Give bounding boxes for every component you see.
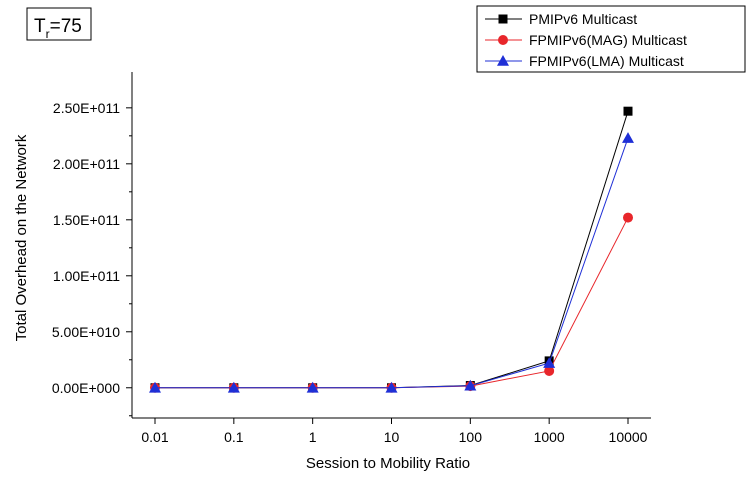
y-tick-label: 2.00E+011 bbox=[53, 156, 120, 172]
legend-label: FPMIPv6(MAG) Multicast bbox=[529, 32, 687, 48]
annotation-sub: r bbox=[46, 27, 50, 41]
y-tick-label: 1.00E+011 bbox=[53, 268, 120, 284]
x-tick-label: 100 bbox=[459, 429, 483, 445]
svg-text:Tr=75: Tr=75 bbox=[34, 16, 82, 41]
x-tick-label: 1000 bbox=[534, 429, 565, 445]
legend-label: FPMIPv6(LMA) Multicast bbox=[529, 53, 684, 69]
data-point bbox=[623, 106, 633, 116]
annotation-box: Tr=75 bbox=[26, 7, 92, 41]
legend-item: FPMIPv6(MAG) Multicast bbox=[485, 32, 687, 48]
y-axis-title: Total Overhead on the Network bbox=[13, 134, 30, 341]
series-layer bbox=[149, 106, 634, 393]
legend-label: PMIPv6 Multicast bbox=[529, 11, 637, 27]
legend: PMIPv6 Multicast FPMIPv6(MAG) Multicast FP… bbox=[476, 5, 746, 73]
y-tick-label: 1.50E+011 bbox=[53, 212, 120, 228]
data-point bbox=[543, 357, 556, 368]
legend-item: PMIPv6 Multicast bbox=[485, 11, 637, 27]
series-3 bbox=[149, 132, 634, 393]
x-tick-label: 10000 bbox=[609, 429, 648, 445]
x-axis-ticks: 0.01 0.1 1 10 100 1000 10000 bbox=[141, 418, 648, 445]
annotation-main: T bbox=[34, 16, 46, 37]
x-tick-label: 10 bbox=[384, 429, 400, 445]
series-line bbox=[155, 217, 629, 389]
y-tick-label: 0.00E+000 bbox=[52, 380, 120, 396]
data-point bbox=[385, 381, 398, 393]
y-tick-label: 2.50E+011 bbox=[53, 100, 120, 116]
data-point bbox=[227, 381, 240, 393]
legend-item: FPMIPv6(LMA) Multicast bbox=[485, 53, 684, 69]
data-point bbox=[306, 381, 319, 393]
series-2 bbox=[150, 212, 633, 393]
annotation-rest: =75 bbox=[50, 16, 82, 37]
series-line bbox=[155, 111, 629, 389]
plot-area bbox=[131, 72, 651, 419]
x-axis-title: Session to Mobility Ratio bbox=[306, 455, 470, 472]
x-tick-label: 0.1 bbox=[224, 429, 244, 445]
legend-marker bbox=[498, 14, 508, 24]
data-point bbox=[622, 132, 634, 143]
y-axis-ticks: 0.00E+000 5.00E+010 1.00E+011 1.50E+011 2.00… bbox=[52, 100, 132, 417]
data-point bbox=[544, 365, 555, 376]
series-line bbox=[155, 137, 629, 389]
legend-marker bbox=[498, 35, 508, 45]
legend-marker bbox=[497, 55, 509, 66]
data-point bbox=[623, 212, 633, 223]
x-tick-label: 0.01 bbox=[141, 429, 168, 445]
data-point bbox=[149, 381, 161, 393]
y-tick-label: 5.00E+010 bbox=[52, 324, 120, 340]
x-tick-label: 1 bbox=[309, 429, 317, 445]
data-point bbox=[464, 379, 477, 391]
